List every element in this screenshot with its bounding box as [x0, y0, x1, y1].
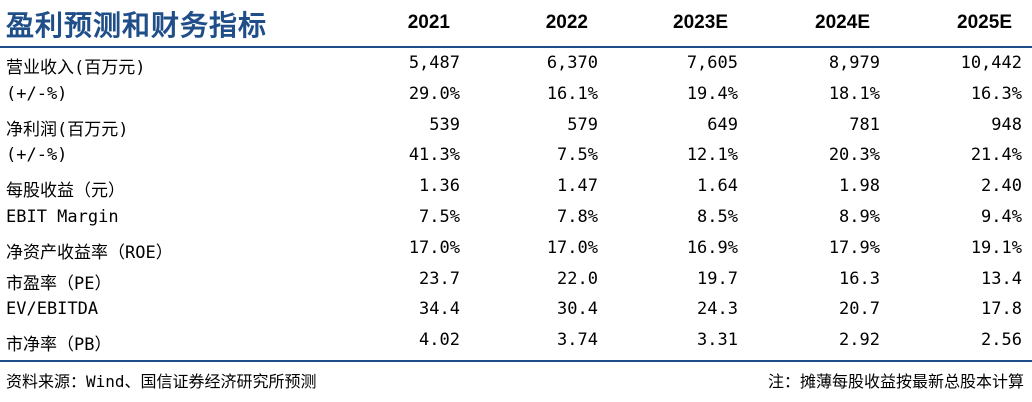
row-label: EBIT Margin	[6, 206, 119, 227]
table-cell: 7,605	[686, 53, 738, 73]
table-row: 市盈率（PE） 23.7 22.0 19.7 16.3 13.4	[0, 266, 1032, 297]
table-cell: 8.9%	[839, 206, 880, 227]
row-label: 净资产收益率（ROE）	[6, 242, 173, 263]
table-cell: 17.8	[981, 299, 1022, 320]
table-cell: 19.1%	[970, 237, 1022, 258]
row-label: 营业收入(百万元)	[6, 58, 146, 78]
table-cell: 18.1%	[828, 83, 880, 104]
table-cell: 2.40	[981, 176, 1022, 197]
table-cell: 1.47	[557, 176, 598, 197]
table-cell: 17.9%	[828, 237, 880, 258]
row-label: 市净率（PB）	[6, 335, 112, 356]
table-cell: 16.3	[839, 268, 880, 289]
table-cell: 2.92	[839, 330, 880, 351]
row-label: EV/EBITDA	[6, 299, 99, 320]
table-cell: 5,487	[408, 53, 460, 73]
table-cell: 1.36	[419, 176, 460, 197]
table-cell: 1.98	[839, 176, 880, 197]
table-cell: 12.1%	[686, 145, 738, 166]
table-cell: 13.4	[981, 268, 1022, 289]
table-cell: 19.4%	[686, 83, 738, 104]
column-header-2022: 2022	[545, 12, 588, 33]
table-cell: 10,442	[960, 53, 1022, 73]
row-label: (+/-%)	[6, 145, 68, 166]
table-cell: 649	[707, 114, 738, 135]
table-cell: 23.7	[419, 268, 460, 289]
row-label: 每股收益（元）	[6, 181, 125, 202]
row-label: 市盈率（PE）	[6, 273, 112, 294]
table-cell: 16.3%	[970, 83, 1022, 104]
table-cell: 16.9%	[686, 237, 738, 258]
eps-note: 注：摊薄每股收益按最新总股本计算	[767, 372, 1024, 391]
table-cell: 17.0%	[408, 237, 460, 258]
table-cell: 22.0	[557, 268, 598, 289]
table-cell: 2.56	[981, 330, 1022, 351]
column-header-2024e: 2024E	[815, 12, 870, 33]
table-cell: 17.0%	[546, 237, 598, 258]
source-note: 资料来源：Wind、国信证券经济研究所预测	[6, 372, 317, 391]
row-label: 净利润(百万元)	[6, 119, 129, 140]
table-row: 市净率（PB） 4.02 3.74 3.31 2.92 2.56	[0, 327, 1032, 358]
table-cell: 579	[567, 114, 598, 135]
table-cell: 21.4%	[970, 145, 1022, 166]
table-row: EBIT Margin 7.5% 7.8% 8.5% 8.9% 9.4%	[0, 204, 1032, 235]
table-cell: 4.02	[419, 330, 460, 351]
table-cell: 7.5%	[557, 145, 598, 166]
table-cell: 16.1%	[546, 83, 598, 104]
table-cell: 9.4%	[981, 206, 1022, 227]
table-cell: 19.7	[697, 268, 738, 289]
table-cell: 30.4	[557, 299, 598, 320]
table-body: 营业收入(百万元) 5,487 6,370 7,605 8,979 10,442…	[0, 50, 1032, 358]
table-row: (+/-%) 29.0% 16.1% 19.4% 18.1% 16.3%	[0, 81, 1032, 112]
table-cell: 1.64	[697, 176, 738, 197]
header-divider	[0, 46, 1032, 48]
table-row: (+/-%) 41.3% 7.5% 12.1% 20.3% 21.4%	[0, 142, 1032, 173]
table-cell: 6,370	[546, 53, 598, 73]
table-row: 净利润(百万元) 539 579 649 781 948	[0, 112, 1032, 143]
table-row: 每股收益（元） 1.36 1.47 1.64 1.98 2.40	[0, 173, 1032, 204]
table-cell: 3.74	[557, 330, 598, 351]
table-title: 盈利预测和财务指标	[6, 9, 268, 42]
table-row: 净资产收益率（ROE） 17.0% 17.0% 16.9% 17.9% 19.1…	[0, 235, 1032, 266]
table-cell: 539	[429, 114, 460, 135]
table-cell: 41.3%	[408, 145, 460, 166]
table-cell: 20.3%	[828, 145, 880, 166]
column-header-2021: 2021	[407, 12, 450, 33]
column-header-2025e: 2025E	[957, 12, 1012, 33]
table-cell: 29.0%	[408, 83, 460, 104]
table-cell: 3.31	[697, 330, 738, 351]
table-row: 营业收入(百万元) 5,487 6,370 7,605 8,979 10,442	[0, 50, 1032, 81]
table-cell: 20.7	[839, 299, 880, 320]
column-header-2023e: 2023E	[673, 12, 728, 33]
table-header: 盈利预测和财务指标 2021 2022 2023E 2024E 2025E	[0, 0, 1032, 46]
table-cell: 948	[991, 114, 1022, 135]
table-cell: 781	[849, 114, 880, 135]
table-cell: 8,979	[828, 53, 880, 73]
table-cell: 7.5%	[419, 206, 460, 227]
footer-divider	[0, 360, 1032, 362]
table-cell: 34.4	[419, 299, 460, 320]
table-cell: 8.5%	[697, 206, 738, 227]
row-label: (+/-%)	[6, 83, 68, 104]
table-cell: 7.8%	[557, 206, 598, 227]
table-row: EV/EBITDA 34.4 30.4 24.3 20.7 17.8	[0, 296, 1032, 327]
table-cell: 24.3	[697, 299, 738, 320]
